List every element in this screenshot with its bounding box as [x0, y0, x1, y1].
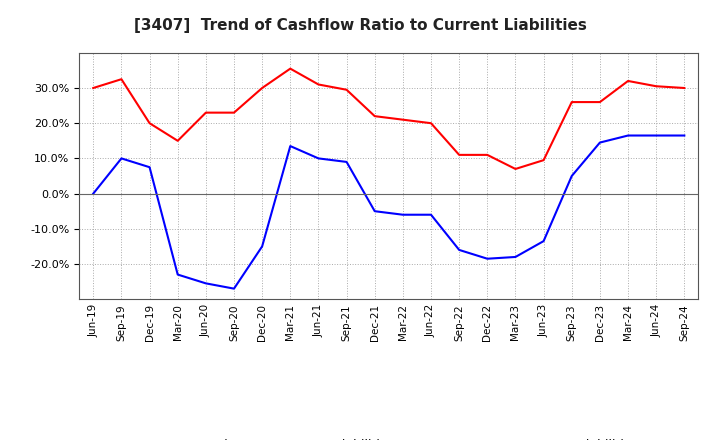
Operating CF to Current Liabilities	[370, 114, 379, 119]
Free CF to Current Liabilities	[427, 212, 436, 217]
Operating CF to Current Liabilities	[202, 110, 210, 115]
Operating CF to Current Liabilities	[595, 99, 604, 105]
Free CF to Current Liabilities	[202, 281, 210, 286]
Free CF to Current Liabilities	[511, 254, 520, 260]
Text: [3407]  Trend of Cashflow Ratio to Current Liabilities: [3407] Trend of Cashflow Ratio to Curren…	[134, 18, 586, 33]
Operating CF to Current Liabilities	[174, 138, 182, 143]
Free CF to Current Liabilities	[342, 159, 351, 165]
Free CF to Current Liabilities	[652, 133, 660, 138]
Legend: Operating CF to Current Liabilities, Free CF to Current Liabilities: Operating CF to Current Liabilities, Fre…	[135, 433, 643, 440]
Operating CF to Current Liabilities	[483, 152, 492, 158]
Operating CF to Current Liabilities	[680, 85, 688, 91]
Operating CF to Current Liabilities	[539, 158, 548, 163]
Operating CF to Current Liabilities	[230, 110, 238, 115]
Operating CF to Current Liabilities	[314, 82, 323, 87]
Free CF to Current Liabilities	[539, 238, 548, 244]
Operating CF to Current Liabilities	[511, 166, 520, 172]
Operating CF to Current Liabilities	[145, 121, 154, 126]
Free CF to Current Liabilities	[370, 209, 379, 214]
Operating CF to Current Liabilities	[89, 85, 98, 91]
Free CF to Current Liabilities	[117, 156, 126, 161]
Operating CF to Current Liabilities	[455, 152, 464, 158]
Free CF to Current Liabilities	[89, 191, 98, 196]
Operating CF to Current Liabilities	[567, 99, 576, 105]
Free CF to Current Liabilities	[680, 133, 688, 138]
Free CF to Current Liabilities	[258, 244, 266, 249]
Free CF to Current Liabilities	[595, 140, 604, 145]
Free CF to Current Liabilities	[624, 133, 632, 138]
Free CF to Current Liabilities	[314, 156, 323, 161]
Operating CF to Current Liabilities	[342, 87, 351, 92]
Free CF to Current Liabilities	[483, 256, 492, 261]
Free CF to Current Liabilities	[455, 247, 464, 253]
Free CF to Current Liabilities	[286, 143, 294, 149]
Line: Free CF to Current Liabilities: Free CF to Current Liabilities	[94, 136, 684, 289]
Operating CF to Current Liabilities	[624, 78, 632, 84]
Operating CF to Current Liabilities	[652, 84, 660, 89]
Operating CF to Current Liabilities	[258, 85, 266, 91]
Operating CF to Current Liabilities	[399, 117, 408, 122]
Line: Operating CF to Current Liabilities: Operating CF to Current Liabilities	[94, 69, 684, 169]
Free CF to Current Liabilities	[567, 173, 576, 179]
Free CF to Current Liabilities	[174, 272, 182, 277]
Operating CF to Current Liabilities	[427, 121, 436, 126]
Free CF to Current Liabilities	[399, 212, 408, 217]
Operating CF to Current Liabilities	[117, 77, 126, 82]
Free CF to Current Liabilities	[145, 165, 154, 170]
Free CF to Current Liabilities	[230, 286, 238, 291]
Operating CF to Current Liabilities	[286, 66, 294, 71]
